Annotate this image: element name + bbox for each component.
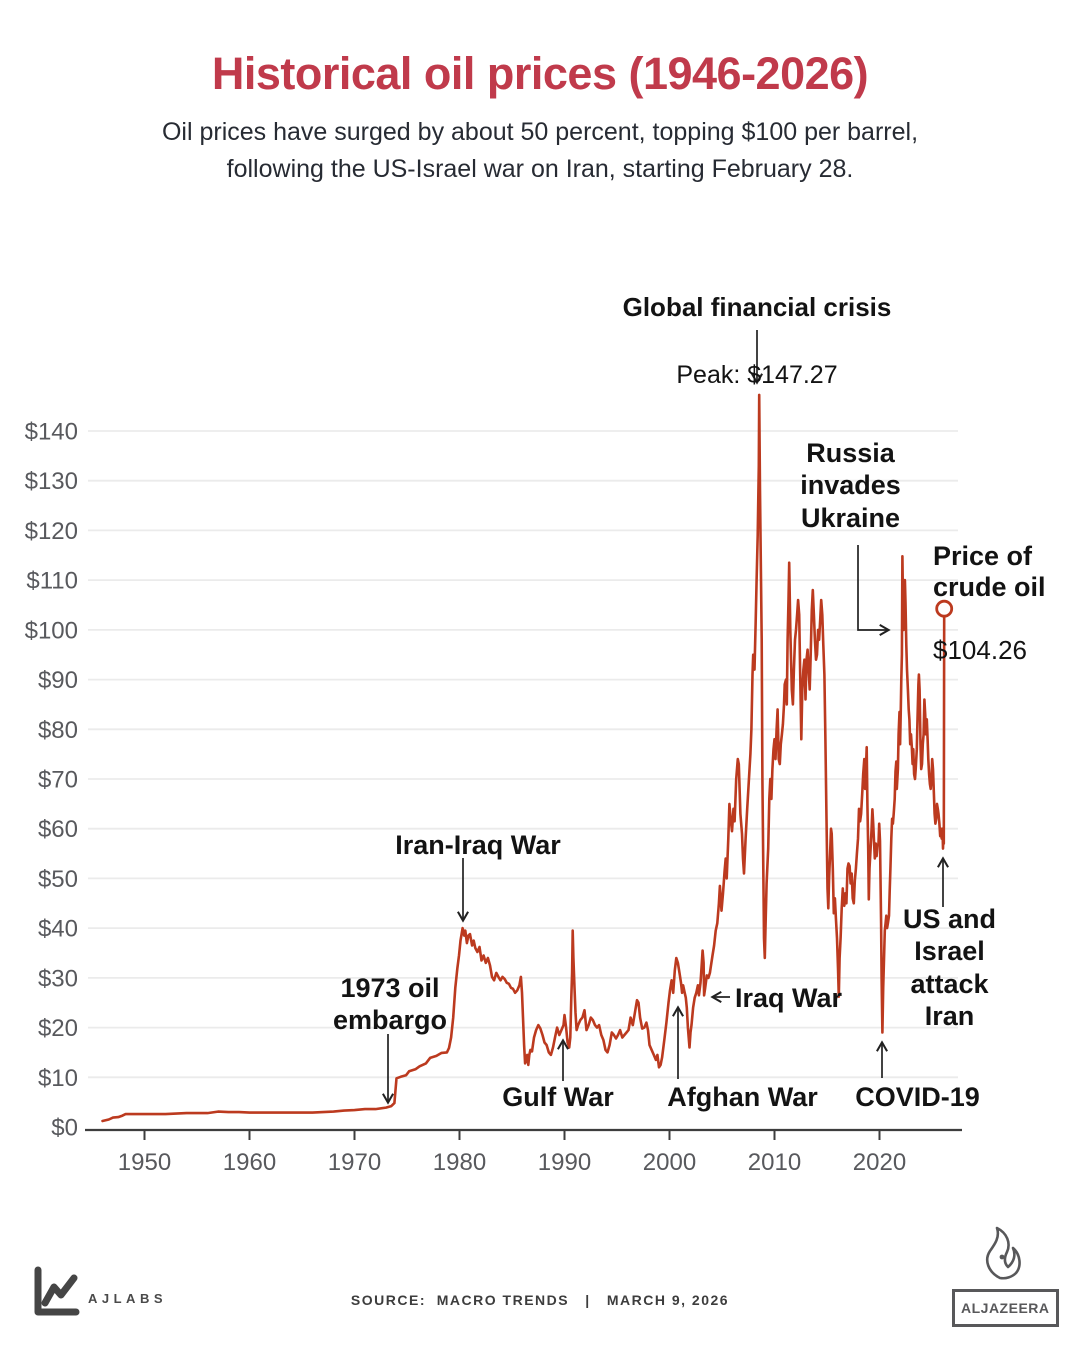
y-tick-label: $20 xyxy=(38,1015,78,1042)
y-axis-labels: $0 $10 $20 $30 $40 $50 $60 $70 $80 $90 $100 $110 $12… xyxy=(25,419,78,1142)
page-subtitle: Oil prices have surged by about 50 perce… xyxy=(161,118,919,183)
annotation-iran-iraq-war: Iran-Iraq War xyxy=(395,830,561,860)
y-tick-label: $30 xyxy=(38,965,78,992)
annotation-russia-invades-ukraine: Russia invades Ukraine xyxy=(800,438,901,533)
y-tick-label: $120 xyxy=(25,518,78,545)
y-tick-label: $10 xyxy=(38,1065,78,1092)
y-tick-label: $130 xyxy=(25,468,78,495)
aljazeera-wordmark: ALJAZEERA xyxy=(952,1289,1059,1327)
y-tick-label: $80 xyxy=(38,717,78,744)
latest-price-marker xyxy=(935,599,954,618)
aljazeera-flame-icon xyxy=(986,1226,1021,1280)
y-tick-label: $0 xyxy=(51,1115,78,1142)
y-tick-label: $100 xyxy=(25,617,78,644)
arrow-russia-invades-ukraine xyxy=(857,545,888,630)
annotation-1973-oil-embargo: 1973 oil embargo xyxy=(332,973,448,1036)
x-axis: 1950 1960 1970 1980 1990 2000 2010 2020 xyxy=(85,1128,962,1176)
annotation-covid-19: COVID-19 xyxy=(855,1082,980,1112)
annotation-us-israel-attack-iran: US and Israel attack Iran xyxy=(902,904,996,1032)
x-tick-label: 1980 xyxy=(433,1149,486,1176)
aljazeera-logo: ALJAZEERA xyxy=(952,1224,1059,1327)
y-tick-label: $70 xyxy=(38,767,78,794)
x-tick-label: 2000 xyxy=(643,1149,696,1176)
x-tick-label: 1990 xyxy=(538,1149,591,1176)
x-tick-label: 1970 xyxy=(328,1149,381,1176)
x-tick-label: 1960 xyxy=(223,1149,276,1176)
page-title: Historical oil prices (1946-2026) xyxy=(211,48,869,99)
x-tick-label: 2010 xyxy=(748,1149,801,1176)
y-tick-label: $60 xyxy=(38,816,78,843)
annotation-global-financial-crisis: Global financial crisis Peak: $147.27 xyxy=(557,261,957,421)
annotation-current-price-value: $104.26 xyxy=(933,635,1027,666)
y-tick-label: $140 xyxy=(25,419,78,446)
annotation-price-title: Price of crude oil xyxy=(933,541,1046,603)
x-tick-label: 2020 xyxy=(853,1149,906,1176)
y-tick-label: $50 xyxy=(38,866,78,893)
annotation-gfc-title: Global financial crisis xyxy=(622,292,892,323)
ajlabs-brand: AJLABS xyxy=(30,1264,167,1320)
gridlines xyxy=(88,430,958,1079)
y-tick-label: $90 xyxy=(38,667,78,694)
y-tick-label: $40 xyxy=(38,916,78,943)
annotation-gulf-war: Gulf War xyxy=(502,1082,614,1112)
x-tick-label: 1950 xyxy=(118,1149,171,1176)
price-line xyxy=(101,393,946,1123)
ajlabs-label: AJLABS xyxy=(88,1291,168,1306)
source-line: SOURCE: MACRO TRENDS | MARCH 9, 2026 xyxy=(350,1292,730,1308)
annotation-gfc-peak-value: Peak: $147.27 xyxy=(676,360,838,389)
annotation-iraq-war: Iraq War xyxy=(735,983,843,1013)
ajlabs-chart-icon xyxy=(34,1266,80,1316)
annotation-afghan-war: Afghan War xyxy=(667,1082,818,1112)
annotation-arrows xyxy=(388,330,943,1102)
y-tick-label: $110 xyxy=(26,568,78,595)
annotation-price-of-crude-oil: Price of crude oil $104.26 xyxy=(933,510,1080,697)
price-line-group xyxy=(101,393,954,1123)
